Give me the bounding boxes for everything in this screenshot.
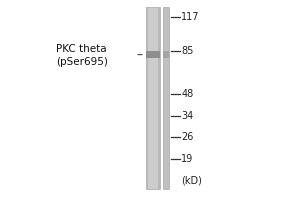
Text: PKC theta: PKC theta [56,44,107,54]
Bar [164,51,169,58]
Text: (kD): (kD) [181,176,202,186]
Text: (pSer695): (pSer695) [56,57,108,67]
Bar [158,7,160,189]
Bar [146,7,160,189]
Text: 85: 85 [181,46,194,56]
Text: 26: 26 [181,132,194,142]
Bar [146,51,160,58]
Text: 117: 117 [181,12,200,22]
Text: 34: 34 [181,111,194,121]
Bar [146,7,148,189]
Bar [164,7,169,189]
Text: 19: 19 [181,154,194,164]
Text: 48: 48 [181,89,194,99]
